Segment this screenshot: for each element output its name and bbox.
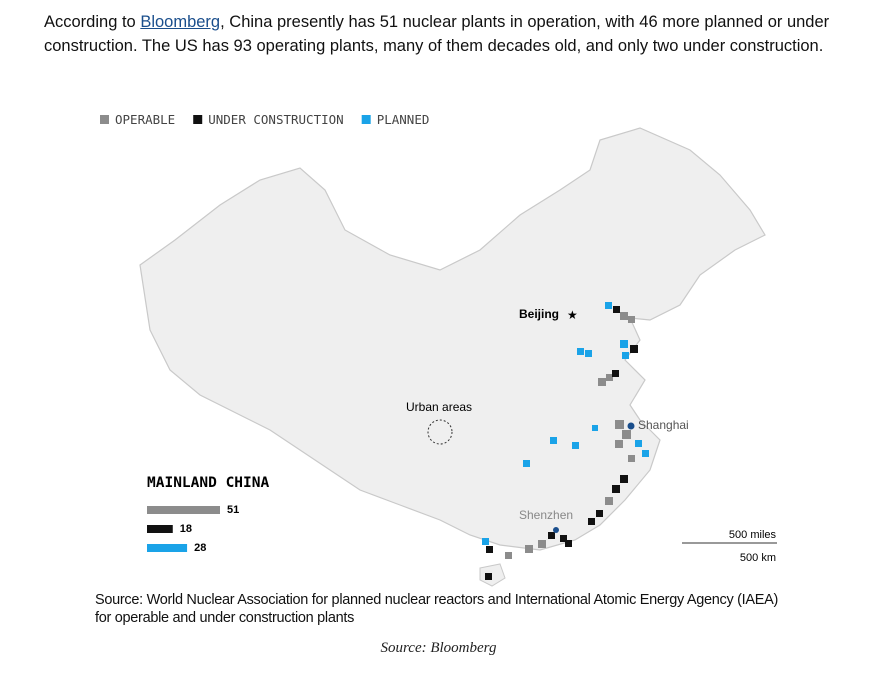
shenzhen-label: Shenzhen	[519, 508, 573, 522]
intro-paragraph: According to Bloomberg, China presently …	[44, 10, 844, 58]
plant-markers	[482, 302, 649, 580]
bloomberg-link[interactable]: Bloomberg	[140, 13, 221, 31]
legend-label: OPERABLE	[115, 112, 175, 127]
summary-value: 18	[180, 523, 192, 535]
hainan	[479, 563, 506, 587]
shenzhen-dot	[553, 527, 559, 533]
legend-swatch	[193, 115, 203, 124]
caption: Source: Bloomberg	[380, 640, 497, 656]
legend-label: PLANNED	[377, 112, 430, 127]
scale-km: 500 km	[740, 552, 776, 564]
summary-bar	[147, 525, 173, 533]
summary-title: MAINLAND CHINA	[147, 475, 269, 491]
summary-bar	[147, 506, 220, 514]
summary-bar	[147, 544, 188, 552]
beijing-star: ★	[567, 308, 578, 322]
scale-miles: 500 miles	[729, 529, 777, 541]
intro-text: , China presently has 51 nuclear plants …	[44, 13, 830, 55]
beijing-label: Beijing	[519, 307, 559, 321]
china-outline	[139, 127, 766, 551]
urban-circle	[427, 419, 453, 445]
legend-label: UNDER CONSTRUCTION	[208, 112, 343, 127]
intro-text: According to	[44, 13, 141, 31]
summary-value: 28	[194, 542, 206, 554]
summary-value: 51	[227, 504, 239, 516]
shanghai-label: Shanghai	[638, 418, 689, 432]
map-source: Source: World Nuclear Association for pl…	[95, 592, 779, 626]
legend-swatch	[361, 115, 371, 124]
urban-label: Urban areas	[406, 400, 472, 414]
legend-swatch	[100, 115, 109, 124]
legend: OPERABLE UNDER CONSTRUCTION PLANNED	[100, 112, 429, 127]
shanghai-dot	[627, 422, 635, 430]
